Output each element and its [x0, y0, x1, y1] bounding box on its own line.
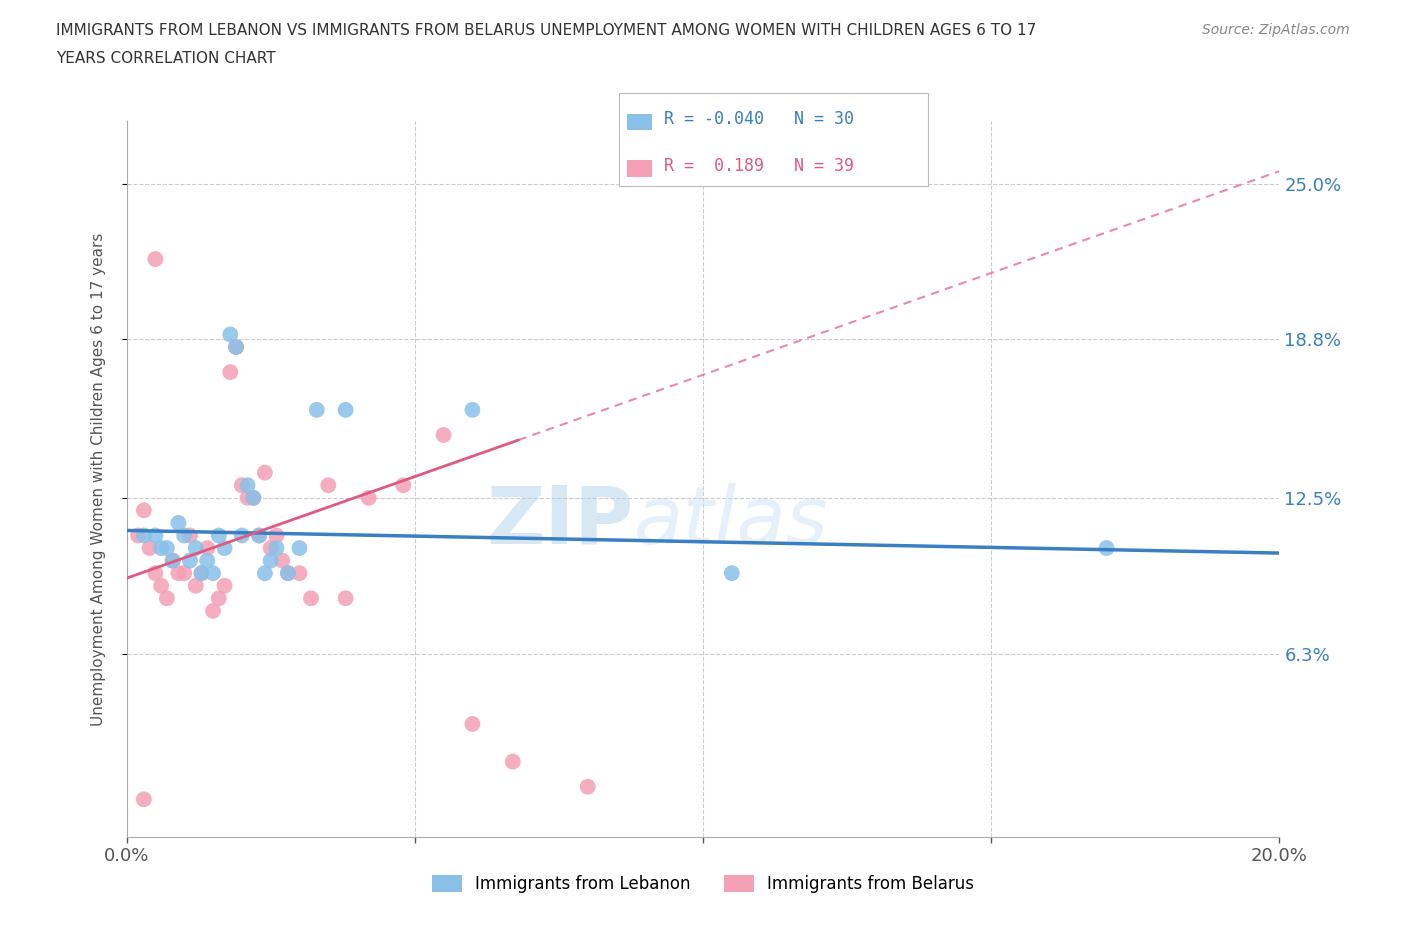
Point [145, 565, 166, 580]
Point [150, 578, 173, 593]
Point [502, 754, 524, 769]
Point [225, 339, 247, 354]
Point [132, 503, 155, 518]
Point [156, 540, 179, 555]
Point [214, 540, 236, 555]
Point [335, 591, 357, 605]
Point [259, 540, 281, 555]
Y-axis label: Unemployment Among Women with Children Ages 6 to 17 years: Unemployment Among Women with Children A… [91, 232, 105, 725]
Point [179, 528, 201, 543]
Point [461, 716, 484, 731]
Point [277, 565, 299, 580]
Point [318, 478, 340, 493]
Point [236, 478, 259, 493]
Point [208, 591, 231, 605]
Text: YEARS CORRELATION CHART: YEARS CORRELATION CHART [56, 51, 276, 66]
Point [156, 591, 179, 605]
Point [720, 565, 742, 580]
Point [277, 565, 299, 580]
Point [242, 490, 264, 505]
Point [132, 528, 155, 543]
Point [288, 565, 311, 580]
Point [214, 578, 236, 593]
Point [138, 540, 160, 555]
Point [299, 591, 322, 605]
Point [184, 578, 207, 593]
Text: ZIP: ZIP [486, 483, 634, 561]
Point [253, 565, 276, 580]
Point [236, 490, 259, 505]
Point [335, 403, 357, 418]
Point [461, 403, 484, 418]
Point [247, 528, 270, 543]
Point [266, 540, 288, 555]
Point [576, 779, 599, 794]
Point [288, 540, 311, 555]
Point [162, 553, 184, 568]
Point [150, 540, 173, 555]
Text: Source: ZipAtlas.com: Source: ZipAtlas.com [1202, 23, 1350, 37]
Point [202, 565, 225, 580]
Point [242, 490, 264, 505]
Point [190, 565, 212, 580]
Point [127, 528, 149, 543]
Point [190, 565, 212, 580]
Point [184, 540, 207, 555]
Point [195, 540, 218, 555]
Point [167, 565, 190, 580]
Point [219, 327, 242, 342]
Text: R =  0.189   N = 39: R = 0.189 N = 39 [664, 156, 853, 175]
Point [392, 478, 415, 493]
Point [162, 553, 184, 568]
Point [1095, 540, 1118, 555]
Point [208, 528, 231, 543]
Point [433, 428, 456, 443]
Point [231, 478, 253, 493]
Point [357, 490, 380, 505]
Point [145, 252, 166, 267]
Point [271, 553, 294, 568]
Point [219, 365, 242, 379]
Point [167, 515, 190, 530]
Point [253, 465, 276, 480]
Text: R = -0.040   N = 30: R = -0.040 N = 30 [664, 110, 853, 128]
Point [145, 528, 166, 543]
Point [173, 565, 195, 580]
Point [266, 528, 288, 543]
Text: IMMIGRANTS FROM LEBANON VS IMMIGRANTS FROM BELARUS UNEMPLOYMENT AMONG WOMEN WITH: IMMIGRANTS FROM LEBANON VS IMMIGRANTS FR… [56, 23, 1036, 38]
Point [132, 791, 155, 806]
Point [259, 553, 281, 568]
Point [231, 528, 253, 543]
Point [202, 604, 225, 618]
Point [247, 528, 270, 543]
Point [305, 403, 328, 418]
Point [225, 339, 247, 354]
Point [173, 528, 195, 543]
Text: atlas: atlas [634, 483, 828, 561]
Legend: Immigrants from Lebanon, Immigrants from Belarus: Immigrants from Lebanon, Immigrants from… [432, 875, 974, 893]
Point [195, 553, 218, 568]
Point [179, 553, 201, 568]
